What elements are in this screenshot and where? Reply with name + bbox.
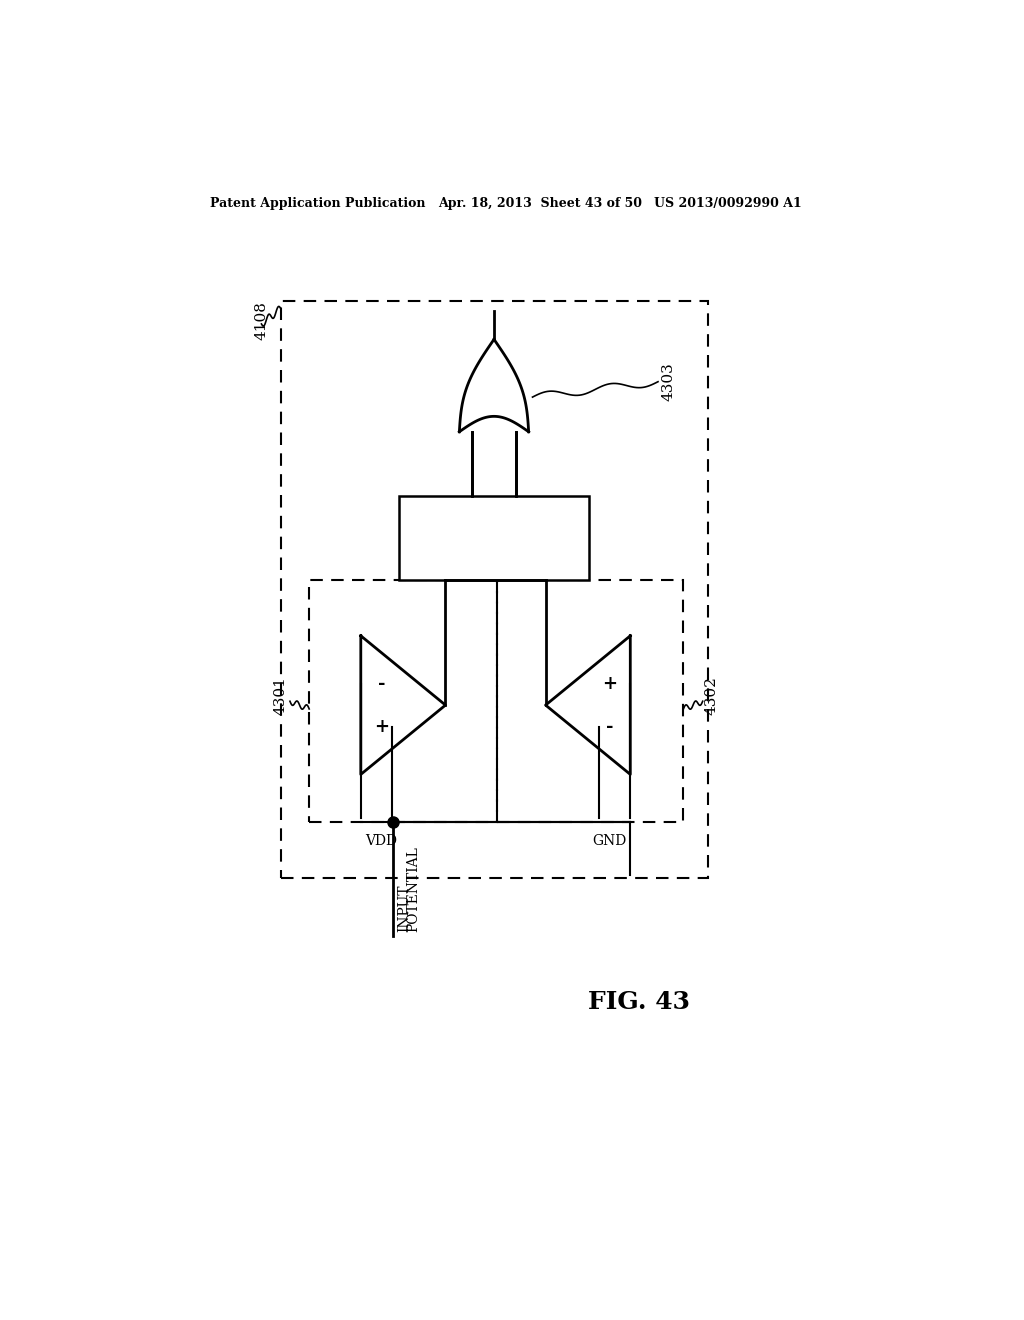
- Text: VDD: VDD: [366, 834, 397, 849]
- Bar: [281, 301, 708, 878]
- Text: 4108: 4108: [254, 301, 268, 339]
- Bar: [309, 581, 497, 822]
- Text: 4302: 4302: [705, 676, 719, 715]
- Bar: [497, 581, 683, 822]
- Bar: [398, 496, 590, 581]
- Text: Apr. 18, 2013  Sheet 43 of 50: Apr. 18, 2013 Sheet 43 of 50: [438, 197, 643, 210]
- Text: GND: GND: [592, 834, 627, 849]
- Text: US 2013/0092990 A1: US 2013/0092990 A1: [654, 197, 802, 210]
- Text: 4303: 4303: [662, 362, 676, 401]
- Text: +: +: [374, 718, 389, 735]
- Text: 4301: 4301: [273, 676, 288, 715]
- Text: INPUT: INPUT: [397, 884, 411, 932]
- Text: FIG. 43: FIG. 43: [588, 990, 690, 1014]
- Text: -: -: [606, 718, 613, 735]
- Text: Patent Application Publication: Patent Application Publication: [210, 197, 425, 210]
- Text: +: +: [602, 675, 617, 693]
- Text: -: -: [378, 675, 385, 693]
- Text: POTENTIAL: POTENTIAL: [407, 846, 420, 932]
